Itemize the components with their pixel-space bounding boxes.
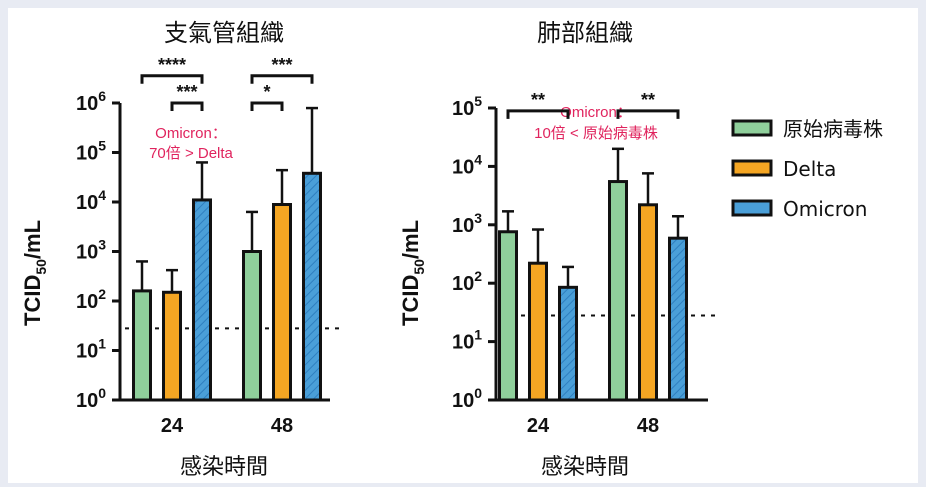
chart2-annotation-line2: 10倍 < 原始病毒株 <box>534 125 658 142</box>
chart2-significance-bracket <box>506 109 570 119</box>
legend-swatch-delta <box>731 159 773 177</box>
chart1-bar <box>272 203 292 402</box>
chart1-y-tick-label: 102 <box>76 286 106 313</box>
chart2-y-tick-label: 100 <box>452 385 482 412</box>
chart2-y-tick-label: 103 <box>452 210 482 237</box>
chart1-y-tick-label: 103 <box>76 237 106 264</box>
chart1-annotation-line1: Omicron： <box>155 125 227 142</box>
chart1-significance-bracket <box>250 101 284 111</box>
chart1-significance-label: *** <box>271 55 292 75</box>
chart1-bar <box>302 171 322 402</box>
chart1-significance-bracket <box>140 74 204 84</box>
chart2-y-tick-label: 101 <box>452 327 482 354</box>
chart1-bar <box>132 289 152 402</box>
chart2-xlabel: 感染時間 <box>541 455 629 480</box>
chart1-significance-bracket <box>170 101 204 111</box>
legend-label-omicron: Omicron <box>783 197 867 221</box>
chart1-x-tick-label: 24 <box>161 415 184 437</box>
legend: 原始病毒株 Delta Omicron <box>731 117 883 221</box>
chart2-bar <box>638 203 658 402</box>
figure-panel: 支氣管組織 感染時間 TCID50/mL Omicron： 70倍 > Delt… <box>8 8 918 483</box>
chart1-title: 支氣管組織 <box>164 19 284 47</box>
chart2-x-tick-label: 48 <box>637 415 659 437</box>
chart2-x-tick-label: 24 <box>527 415 550 437</box>
chart2-significance-label: ** <box>531 90 545 110</box>
chart1-y-tick-label: 105 <box>76 138 106 165</box>
legend-swatch-omicron <box>731 199 773 217</box>
chart1-y-tick-label: 106 <box>76 88 106 115</box>
chart1-significance-label: *** <box>176 82 197 102</box>
chart1-significance-label: * <box>263 82 270 102</box>
chart1-significance-bracket <box>250 74 314 84</box>
legend-label-original: 原始病毒株 <box>783 117 883 141</box>
legend-label-delta: Delta <box>783 157 836 181</box>
chart1-y-tick-label: 100 <box>76 385 106 412</box>
chart2-y-tick-label: 102 <box>452 268 482 295</box>
chart2-title: 肺部組織 <box>537 19 633 47</box>
chart1-x-tick-label: 48 <box>271 415 293 437</box>
chart2-bar <box>528 261 548 402</box>
chart1-annotation-line2: 70倍 > Delta <box>149 145 233 162</box>
chart2-bar <box>558 285 578 402</box>
chart1-bar <box>242 250 262 402</box>
legend-swatch-original <box>731 119 773 137</box>
chart1-significance-label: **** <box>158 55 186 75</box>
chart1-bar <box>162 290 182 402</box>
chart2-ylabel: TCID50/mL <box>398 220 427 326</box>
chart2-significance-bracket <box>616 109 680 119</box>
chart1-y-tick-label: 101 <box>76 336 106 363</box>
chart1-xlabel: 感染時間 <box>180 455 268 480</box>
chart2-bar <box>498 230 518 402</box>
chart1-ylabel: TCID50/mL <box>20 220 49 326</box>
chart2-y-tick-label: 105 <box>452 93 482 120</box>
chart2-bar <box>608 180 628 402</box>
chart1-bar <box>192 198 212 402</box>
chart2-bar <box>668 236 688 402</box>
chart2-y-tick-label: 104 <box>452 151 482 178</box>
chart2-annotation-line1: Omicron： <box>560 104 632 121</box>
figure-svg: 支氣管組織 感染時間 TCID50/mL Omicron： 70倍 > Delt… <box>20 19 883 480</box>
chart1-y-tick-label: 104 <box>76 187 106 214</box>
chart2-significance-label: ** <box>641 90 655 110</box>
